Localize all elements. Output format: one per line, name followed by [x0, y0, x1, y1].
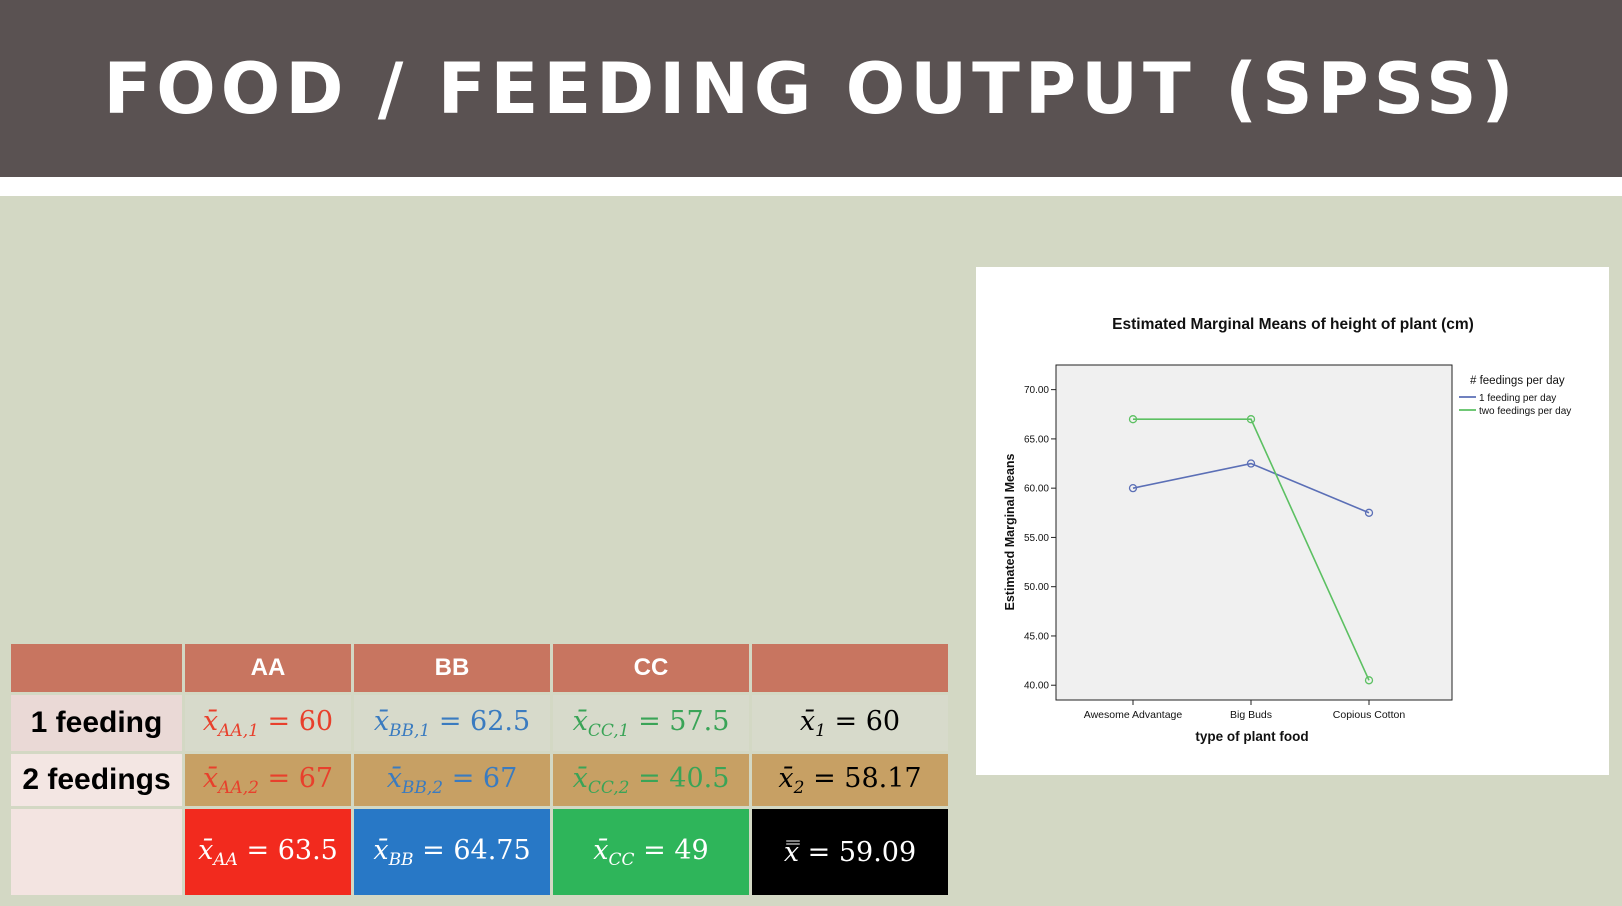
data-point — [1128, 484, 1138, 493]
mean-cell: x̄BB = 64.75 — [354, 809, 550, 895]
header-cell-bb: BB — [354, 644, 550, 692]
mean-value: x̄CC = 49 — [593, 834, 709, 870]
mean-value: x̄AA,2 = 67 — [202, 762, 334, 798]
row-label-total — [11, 809, 182, 895]
x-tick-label: Awesome Advantage — [1084, 709, 1183, 721]
header-cell-empty — [11, 644, 182, 692]
y-axis: 40.00 45.00 50.00 55.00 60.00 65.00 70.00 — [1024, 385, 1056, 692]
title-bar: FOOD / FEEDING OUTPUT (SPSS) — [0, 0, 1622, 177]
marginal-means-chart: Estimated Marginal Means of height of pl… — [976, 267, 1609, 775]
table-row: x̄AA = 63.5 x̄BB = 64.75 x̄CC = 49 x̿ = … — [11, 809, 948, 895]
legend: # feedings per day 1 feeding per day two … — [1459, 375, 1571, 417]
chart-svg: Estimated Marginal Means of height of pl… — [1003, 316, 1571, 744]
row-label-2-feedings: 2 feedings — [11, 754, 182, 806]
header-cell-total — [752, 644, 948, 692]
legend-item-label: 1 feeding per day — [1479, 393, 1556, 404]
y-tick-label: 50.00 — [1024, 582, 1049, 593]
mean-cell: x̄CC = 49 — [553, 809, 749, 895]
mean-cell: x̿ = 59.09 — [752, 809, 948, 895]
row-label-1-feeding: 1 feeding — [11, 695, 182, 751]
y-tick-label: 40.00 — [1024, 681, 1049, 692]
plot-area — [1055, 364, 1453, 701]
header-cell-aa: AA — [185, 644, 351, 692]
legend-item-label: two feedings per day — [1479, 406, 1571, 417]
series-line — [1133, 418, 1370, 681]
mean-value: x̄AA,1 = 60 — [202, 705, 334, 741]
data-point — [1128, 415, 1138, 424]
mean-value: x̄BB,1 = 62.5 — [373, 705, 531, 741]
legend-title: # feedings per day — [1470, 375, 1565, 387]
header-cell-cc: CC — [553, 644, 749, 692]
mean-value: x̄BB,2 = 67 — [386, 762, 518, 798]
slide-title: FOOD / FEEDING OUTPUT (SPSS) — [103, 47, 1519, 130]
mean-value: x̄BB = 64.75 — [373, 834, 531, 870]
means-table: AA BB CC 1 feeding x̄AA,1 = 60 x̄BB,1 = … — [8, 641, 951, 898]
mean-cell: x̄CC,1 = 57.5 — [553, 695, 749, 751]
chart-title: Estimated Marginal Means of height of pl… — [1112, 316, 1474, 333]
mean-value: x̄CC,1 = 57.5 — [572, 705, 730, 741]
table-row: 1 feeding x̄AA,1 = 60 x̄BB,1 = 62.5 x̄CC… — [11, 695, 948, 751]
data-point — [1364, 508, 1374, 517]
table-row: 2 feedings x̄AA,2 = 67 x̄BB,2 = 67 x̄CC,… — [11, 754, 948, 806]
mean-value: x̄2 = 58.17 — [778, 762, 922, 798]
data-point — [1364, 676, 1374, 685]
y-tick-label: 45.00 — [1024, 631, 1049, 642]
mean-value: x̿ = 59.09 — [783, 836, 917, 868]
mean-cell: x̄AA,1 = 60 — [185, 695, 351, 751]
x-axis-label: type of plant food — [1195, 729, 1308, 744]
data-point — [1246, 415, 1256, 424]
mean-cell: x̄AA,2 = 67 — [185, 754, 351, 806]
y-tick-label: 65.00 — [1024, 434, 1049, 445]
x-axis: Awesome Advantage Big Buds Copious Cotton — [1084, 700, 1406, 721]
series-lines — [1128, 415, 1374, 685]
mean-cell: x̄AA = 63.5 — [185, 809, 351, 895]
x-tick-label: Big Buds — [1230, 709, 1272, 721]
y-tick-label: 60.00 — [1024, 484, 1049, 495]
series-line — [1132, 462, 1370, 514]
mean-cell: x̄CC,2 = 40.5 — [553, 754, 749, 806]
table-header-row: AA BB CC — [11, 644, 948, 692]
y-tick-label: 70.00 — [1024, 385, 1049, 396]
mean-value: x̄1 = 60 — [799, 705, 901, 741]
mean-cell: x̄1 = 60 — [752, 695, 948, 751]
mean-cell: x̄BB,1 = 62.5 — [354, 695, 550, 751]
x-tick-label: Copious Cotton — [1333, 709, 1406, 721]
data-point — [1246, 459, 1256, 468]
y-axis-label: Estimated Marginal Means — [1003, 453, 1017, 610]
mean-cell: x̄2 = 58.17 — [752, 754, 948, 806]
y-tick-label: 55.00 — [1024, 533, 1049, 544]
mean-value: x̄AA = 63.5 — [198, 834, 338, 870]
mean-value: x̄CC,2 = 40.5 — [572, 762, 730, 798]
mean-cell: x̄BB,2 = 67 — [354, 754, 550, 806]
